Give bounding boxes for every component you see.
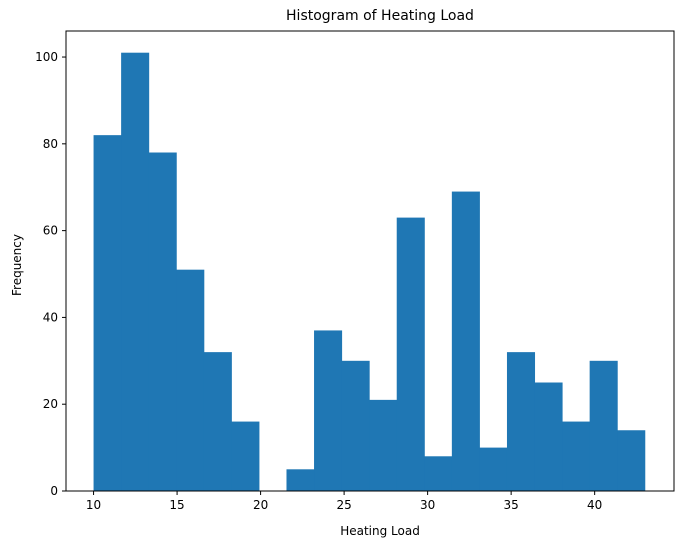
y-tick-label: 20 bbox=[43, 397, 58, 411]
bars-group bbox=[93, 52, 646, 492]
plot-frame bbox=[65, 30, 675, 492]
histogram-bar bbox=[286, 469, 315, 491]
histogram-bar bbox=[121, 52, 150, 491]
x-tick-label: 30 bbox=[420, 498, 435, 512]
histogram-bar bbox=[562, 421, 591, 491]
y-tick-label: 100 bbox=[35, 50, 58, 64]
histogram-bar bbox=[451, 191, 480, 491]
x-axis-title: Heating Load bbox=[340, 524, 420, 538]
y-tick-label: 0 bbox=[50, 484, 58, 498]
x-tick-label: 40 bbox=[587, 498, 602, 512]
histogram-bar bbox=[314, 330, 343, 491]
histogram-bar bbox=[589, 360, 618, 491]
x-tick-label: 25 bbox=[336, 498, 351, 512]
histogram-bar bbox=[203, 352, 232, 491]
x-tick-label: 35 bbox=[504, 498, 519, 512]
histogram-bar bbox=[369, 399, 398, 491]
x-tick-label: 15 bbox=[169, 498, 184, 512]
x-axis: 10 15 20 25 30 35 40 bbox=[86, 491, 602, 512]
histogram-bar bbox=[506, 352, 536, 491]
histogram-bar bbox=[176, 269, 205, 491]
histogram-bar bbox=[534, 382, 563, 491]
histogram-bar bbox=[231, 421, 260, 491]
y-axis-title: Frequency bbox=[10, 234, 24, 296]
y-tick-label: 80 bbox=[43, 137, 58, 151]
y-tick-label: 40 bbox=[43, 310, 58, 324]
histogram-bar bbox=[396, 217, 425, 492]
x-tick-label: 20 bbox=[253, 498, 268, 512]
x-tick-label: 10 bbox=[86, 498, 101, 512]
histogram-bar bbox=[148, 152, 177, 491]
y-axis: 0 20 40 60 80 100 bbox=[35, 50, 66, 498]
histogram-bar bbox=[341, 360, 370, 491]
y-tick-label: 60 bbox=[43, 224, 58, 238]
histogram-bar bbox=[479, 447, 508, 491]
histogram-bar bbox=[617, 430, 646, 491]
histogram-bar bbox=[93, 135, 122, 491]
histogram-bar bbox=[424, 456, 453, 491]
chart-title: Histogram of Heating Load bbox=[286, 8, 474, 24]
